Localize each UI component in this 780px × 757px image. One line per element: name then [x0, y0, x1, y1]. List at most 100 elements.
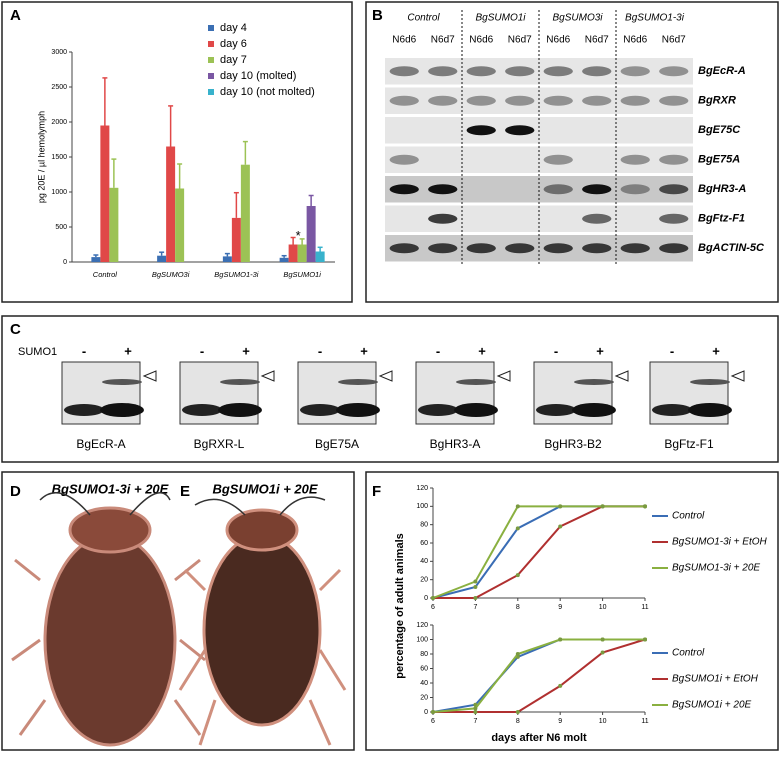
gel-band	[466, 125, 496, 136]
gel-band	[582, 66, 612, 77]
sign-minus: -	[318, 343, 322, 358]
point	[473, 706, 478, 711]
sign-plus: +	[712, 343, 720, 358]
legend-swatch	[208, 89, 214, 95]
blot-band	[102, 379, 142, 385]
panel-label: F	[372, 483, 381, 500]
legend-label: BgSUMO1-3i + 20E	[672, 563, 760, 574]
legend-swatch	[208, 73, 214, 79]
y-tick-label: 20	[420, 577, 428, 584]
gel-band	[543, 184, 573, 195]
gel-band	[659, 243, 689, 254]
y-tick-label: 100	[416, 636, 428, 643]
x-tick-label: BgSUMO1-3i	[214, 270, 259, 279]
blot-label: BgE75A	[315, 437, 359, 451]
lane-label: N6d6	[469, 35, 493, 46]
point	[473, 596, 478, 600]
gel-band	[620, 95, 650, 106]
gel-band	[505, 243, 535, 254]
panel-label: E	[180, 483, 190, 500]
gel-band	[466, 66, 496, 77]
lane-label: N6d7	[508, 35, 532, 46]
sign-plus: +	[360, 343, 368, 358]
point	[600, 650, 605, 655]
point	[473, 710, 478, 714]
gel-group-label: BgSUMO1i	[475, 13, 526, 24]
blot-band	[300, 404, 340, 416]
gel-band	[659, 154, 689, 165]
arrowhead	[260, 370, 275, 382]
gel-band	[582, 95, 612, 106]
gel-band	[543, 243, 573, 254]
bar	[91, 257, 101, 262]
blot-band	[690, 379, 730, 385]
blot-band	[64, 404, 104, 416]
bar	[240, 164, 250, 262]
blot-band	[572, 403, 616, 417]
sign-plus: +	[242, 343, 250, 358]
gel-band	[620, 66, 650, 77]
panel-label: D	[10, 483, 21, 500]
y-axis-label: percentage of adult animals	[394, 533, 406, 678]
sign-plus: +	[596, 343, 604, 358]
sign-minus: -	[436, 343, 440, 358]
x-tick-label: 10	[599, 718, 607, 725]
blot-label: BgEcR-A	[76, 437, 125, 451]
blot-band	[220, 379, 260, 385]
legend-label: day 10 (not molted)	[220, 86, 315, 98]
bar	[100, 125, 110, 262]
series-line	[433, 638, 646, 713]
gel-band	[505, 66, 535, 77]
legend-label: day 10 (molted)	[220, 70, 296, 82]
point	[558, 504, 563, 509]
y-tick-label: 40	[420, 558, 428, 565]
blot-band	[218, 403, 262, 417]
point	[431, 596, 435, 600]
blot-label: BgHR3-B2	[544, 437, 602, 451]
cockroach-photo	[11, 491, 206, 747]
gene-label: BgE75A	[698, 154, 740, 166]
x-tick-label: Control	[93, 270, 118, 279]
gel-band	[620, 154, 650, 165]
y-tick-label: 20	[420, 694, 428, 701]
gene-label: BgE75C	[698, 124, 741, 136]
bar	[306, 206, 316, 262]
point	[558, 683, 563, 688]
gene-label: BgFtz-F1	[698, 213, 745, 225]
gene-label: BgACTIN-5C	[698, 242, 765, 254]
bar	[175, 188, 185, 262]
y-tick-label: 3000	[51, 49, 67, 56]
gene-label: BgRXR	[698, 95, 736, 107]
gel-band	[389, 66, 419, 77]
point	[558, 637, 563, 642]
y-tick-label: 120	[416, 485, 428, 492]
arrowhead	[496, 370, 511, 382]
arrowhead	[730, 370, 745, 382]
y-tick-label: 120	[416, 622, 428, 629]
legend-label: Control	[672, 648, 705, 659]
panel-label: C	[10, 321, 21, 338]
bar	[297, 244, 307, 262]
y-tick-label: 80	[420, 522, 428, 529]
legend-swatch	[208, 57, 214, 63]
blot-band	[652, 404, 692, 416]
gel-band	[389, 243, 419, 254]
legend-label: Control	[672, 511, 705, 522]
blot-band	[338, 379, 378, 385]
y-tick-label: 80	[420, 651, 428, 658]
blot-band	[336, 403, 380, 417]
point	[431, 710, 435, 714]
point	[515, 710, 520, 714]
bar	[166, 146, 176, 262]
x-tick-label: 6	[431, 718, 435, 725]
gel-band	[389, 154, 419, 165]
blot-band	[182, 404, 222, 416]
x-tick-label: 11	[641, 604, 648, 611]
panel-a-frame	[1, 1, 353, 303]
series-line	[432, 638, 645, 713]
legend-swatch	[208, 41, 214, 47]
point	[515, 504, 520, 509]
x-tick-label: 8	[516, 718, 520, 725]
gel-band	[582, 213, 612, 224]
legend-label: BgSUMO1i + 20E	[672, 700, 752, 711]
